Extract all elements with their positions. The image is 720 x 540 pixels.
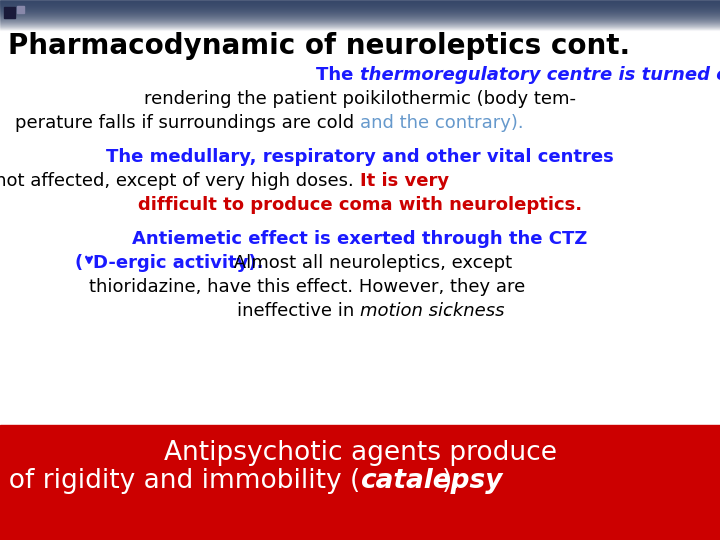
Text: The medullary, respiratory and other vital centres: The medullary, respiratory and other vit… [106,148,614,166]
Bar [0,9,720,10]
Text: rendering the patient poikilothermic (body tem-: rendering the patient poikilothermic (bo… [144,90,576,108]
Bar [0,25,720,26]
Text: catalepsy: catalepsy [360,468,503,494]
Bar [0,29,720,30]
Bar [0,10,720,11]
Text: (: ( [75,254,84,272]
Bar [0,14,720,15]
Bar [0,4,720,5]
Bar [0,7,720,8]
Text: and the contrary).: and the contrary). [360,114,523,132]
Text: Almost all neuroleptics, except: Almost all neuroleptics, except [228,254,512,272]
Bar [0,23,720,24]
Text: a state of rigidity and immobility (: a state of rigidity and immobility ( [0,468,360,494]
Text: It is very: It is very [360,172,449,190]
Bar [0,425,720,540]
Bar [4,7,15,18]
Bar [0,21,720,22]
Text: motion sickness: motion sickness [360,302,505,320]
Bar [0,2,720,3]
Bar [0,27,720,28]
Text: The: The [316,66,360,84]
Bar [0,1,720,2]
Text: ).: ). [442,468,461,494]
Text: ineffective in: ineffective in [237,302,360,320]
Bar [0,18,720,19]
Bar [0,16,720,17]
Bar [0,6,720,7]
Text: are not affected, except of very high doses.: are not affected, except of very high do… [0,172,360,190]
Bar [0,28,720,29]
Text: difficult to produce coma with neuroleptics.: difficult to produce coma with neurolept… [138,196,582,214]
Text: thioridazine, have this effect. However, they are: thioridazine, have this effect. However,… [89,278,526,296]
Text: D-ergic activity).: D-ergic activity). [93,254,264,272]
Bar [0,0,720,1]
Bar [0,15,720,16]
Bar [0,13,720,14]
Bar [0,24,720,25]
Bar [0,12,720,13]
Text: thermoregulatory centre is turned off,: thermoregulatory centre is turned off, [360,66,720,84]
Text: perature falls if surroundings are cold: perature falls if surroundings are cold [15,114,360,132]
Bar [0,20,720,21]
Bar [0,11,720,12]
Bar [0,19,720,20]
Text: Antipsychotic agents produce: Antipsychotic agents produce [163,440,557,466]
Bar [0,22,720,23]
Bar [0,26,720,27]
Bar [0,5,720,6]
Bar [0,3,720,4]
Bar [0,8,720,9]
Text: Pharmacodynamic of neuroleptics cont.: Pharmacodynamic of neuroleptics cont. [8,32,630,60]
Text: .: . [443,302,449,320]
Bar [0,17,720,18]
Text: Antiemetic effect is exerted through the CTZ: Antiemetic effect is exerted through the… [132,230,588,248]
Bar [17,6,24,13]
